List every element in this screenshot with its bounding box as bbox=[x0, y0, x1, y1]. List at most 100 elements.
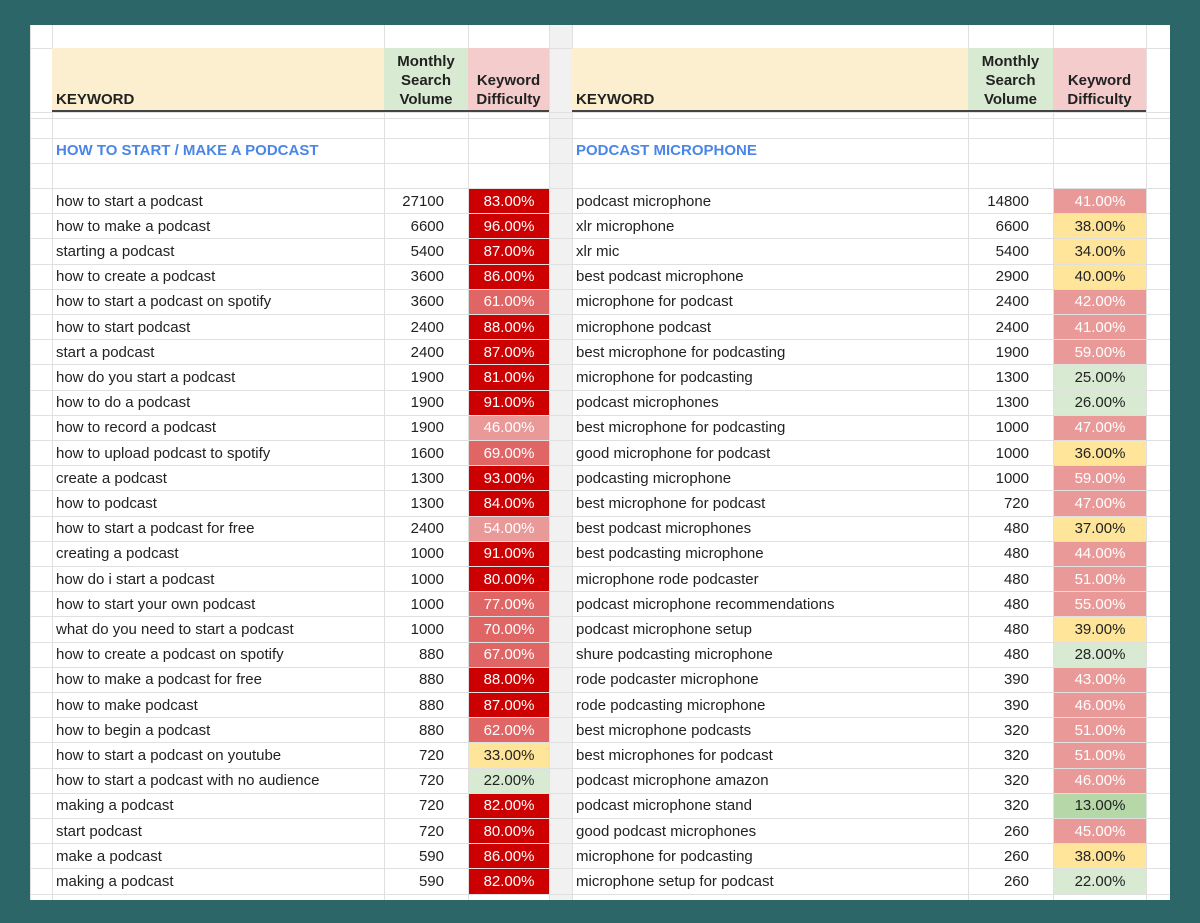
keyword-cell: making a podcast bbox=[56, 797, 174, 815]
grid-line bbox=[572, 110, 1146, 112]
difficulty-cell: 87.00% bbox=[469, 340, 549, 365]
grid-line bbox=[30, 238, 1170, 240]
keyword-cell: microphone for podcast bbox=[576, 293, 733, 311]
grid-line bbox=[30, 339, 1170, 341]
grid-line bbox=[30, 118, 1170, 119]
difficulty-cell: 70.00% bbox=[469, 617, 549, 642]
volume-cell: 5400 bbox=[995, 242, 1029, 260]
grid-line bbox=[30, 465, 1170, 467]
volume-cell: 1000 bbox=[410, 620, 444, 638]
difficulty-cell: 46.00% bbox=[1054, 768, 1146, 793]
volume-cell: 3600 bbox=[410, 293, 444, 311]
difficulty-cell: 39.00% bbox=[1054, 617, 1146, 642]
volume-cell: 27100 bbox=[402, 192, 444, 210]
keyword-cell: starting a podcast bbox=[56, 242, 175, 260]
grid-line bbox=[30, 616, 1170, 618]
volume-cell: 260 bbox=[1003, 822, 1029, 840]
grid-line bbox=[968, 25, 969, 900]
difficulty-cell: 55.00% bbox=[1054, 592, 1146, 617]
difficulty-cell: 67.00% bbox=[469, 642, 549, 667]
difficulty-cell: 47.00% bbox=[1054, 491, 1146, 516]
difficulty-cell: 62.00% bbox=[469, 718, 549, 743]
difficulty-cell: 45.00% bbox=[1054, 819, 1146, 844]
volume-cell: 1000 bbox=[995, 444, 1029, 462]
volume-cell: 880 bbox=[418, 696, 444, 714]
keyword-cell: podcast microphone setup bbox=[576, 620, 752, 638]
difficulty-cell: 96.00% bbox=[469, 214, 549, 239]
volume-cell: 880 bbox=[418, 721, 444, 739]
volume-cell: 320 bbox=[1003, 746, 1029, 764]
volume-cell: 720 bbox=[418, 797, 444, 815]
keyword-cell: best microphone for podcasting bbox=[576, 419, 786, 437]
keyword-cell: how to start a podcast bbox=[56, 192, 203, 210]
keyword-cell: microphone for podcasting bbox=[576, 368, 753, 386]
volume-cell: 480 bbox=[1003, 646, 1029, 664]
difficulty-cell: 51.00% bbox=[1054, 718, 1146, 743]
difficulty-cell: 38.00% bbox=[1054, 214, 1146, 239]
difficulty-cell: 59.00% bbox=[1054, 340, 1146, 365]
volume-cell: 720 bbox=[418, 746, 444, 764]
difficulty-cell: 77.00% bbox=[469, 592, 549, 617]
volume-cell: 1900 bbox=[995, 343, 1029, 361]
grid-line bbox=[468, 25, 469, 900]
volume-cell: 1300 bbox=[410, 469, 444, 487]
volume-cell: 2400 bbox=[410, 318, 444, 336]
keyword-cell: how to make a podcast for free bbox=[56, 671, 262, 689]
keyword-cell: xlr mic bbox=[576, 242, 620, 260]
volume-cell: 2400 bbox=[410, 343, 444, 361]
grid-line bbox=[30, 440, 1170, 441]
keyword-cell: podcast microphone amazon bbox=[576, 772, 769, 790]
grid-line bbox=[30, 641, 1170, 643]
keyword-cell: how to make podcast bbox=[56, 696, 198, 714]
grid-line bbox=[30, 414, 1170, 416]
volume-cell: 1900 bbox=[410, 419, 444, 437]
difficulty-cell: 36.00% bbox=[1054, 441, 1146, 466]
volume-cell: 1300 bbox=[410, 494, 444, 512]
volume-cell: 2400 bbox=[410, 520, 444, 538]
grid-line bbox=[30, 314, 1170, 315]
volume-cell: 1000 bbox=[410, 595, 444, 613]
volume-cell: 1000 bbox=[410, 545, 444, 563]
volume-cell: 390 bbox=[1003, 696, 1029, 714]
difficulty-cell: 46.00% bbox=[469, 415, 549, 440]
volume-cell: 480 bbox=[1003, 620, 1029, 638]
keyword-cell: how to start a podcast for free bbox=[56, 520, 255, 538]
volume-cell: 14800 bbox=[987, 192, 1029, 210]
volume-cell: 590 bbox=[418, 872, 444, 890]
keyword-cell: how do you start a podcast bbox=[56, 368, 236, 386]
difficulty-cell: 87.00% bbox=[469, 239, 549, 264]
grid-line bbox=[30, 566, 1170, 567]
volume-cell: 1000 bbox=[995, 469, 1029, 487]
volume-cell: 880 bbox=[418, 646, 444, 664]
volume-cell: 1300 bbox=[995, 368, 1029, 386]
difficulty-cell: 80.00% bbox=[469, 819, 549, 844]
difficulty-cell: 37.00% bbox=[1054, 516, 1146, 541]
grid-line bbox=[30, 742, 1170, 744]
keyword-cell: microphone for podcasting bbox=[576, 847, 753, 865]
difficulty-cell: 86.00% bbox=[469, 264, 549, 289]
volume-cell: 2400 bbox=[995, 293, 1029, 311]
difficulty-cell: 46.00% bbox=[1054, 693, 1146, 718]
section-title: HOW TO START / MAKE A PODCAST bbox=[56, 142, 319, 159]
difficulty-cell: 42.00% bbox=[1054, 289, 1146, 314]
difficulty-cell: 13.00% bbox=[1054, 793, 1146, 818]
keyword-cell: start a podcast bbox=[56, 343, 155, 361]
difficulty-cell: 83.00% bbox=[469, 189, 549, 214]
grid-line bbox=[30, 389, 1170, 391]
keyword-cell: how to upload podcast to spotify bbox=[56, 444, 271, 462]
grid-line bbox=[572, 25, 573, 900]
volume-cell: 480 bbox=[1003, 595, 1029, 613]
difficulty-cell: 40.00% bbox=[1054, 264, 1146, 289]
difficulty-cell: 91.00% bbox=[469, 390, 549, 415]
volume-cell: 6600 bbox=[410, 217, 444, 235]
difficulty-header: Keyword Difficulty bbox=[1053, 48, 1146, 112]
keyword-cell: best podcasting microphone bbox=[576, 545, 764, 563]
volume-cell: 2400 bbox=[995, 318, 1029, 336]
volume-cell: 320 bbox=[1003, 721, 1029, 739]
keyword-cell: how to start your own podcast bbox=[56, 595, 256, 613]
difficulty-cell: 88.00% bbox=[469, 315, 549, 340]
volume-header: Monthly Search Volume bbox=[968, 48, 1053, 112]
difficulty-cell: 41.00% bbox=[1054, 315, 1146, 340]
keyword-cell: best podcast microphones bbox=[576, 520, 752, 538]
keyword-cell: how do i start a podcast bbox=[56, 570, 215, 588]
